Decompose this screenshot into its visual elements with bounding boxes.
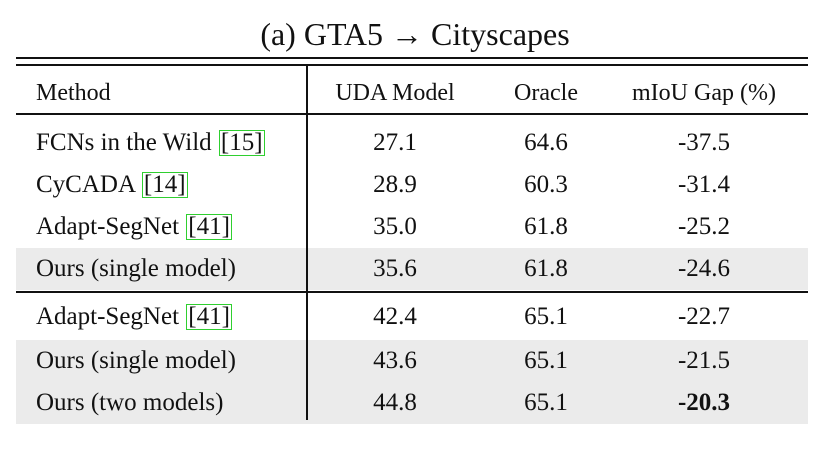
method-cell: Adapt-SegNet [41] bbox=[36, 213, 232, 240]
header-uda-model: UDA Model bbox=[335, 80, 455, 106]
uda-cell: 44.8 bbox=[373, 389, 417, 416]
method-cell: Ours (single model) bbox=[36, 347, 236, 374]
citation-link[interactable]: [15] bbox=[218, 129, 265, 156]
top-rule bbox=[16, 57, 808, 59]
table-caption: (a) GTA5 → Cityscapes bbox=[260, 16, 570, 52]
gap-cell: -37.5 bbox=[677, 129, 731, 156]
oracle-cell: 65.1 bbox=[524, 347, 568, 374]
header-oracle: Oracle bbox=[514, 80, 578, 106]
method-cell: FCNs in the Wild [15] bbox=[36, 129, 265, 156]
header-miou-gap: mIoU Gap (%) bbox=[632, 80, 776, 106]
gap-cell: -22.7 bbox=[677, 303, 731, 330]
uda-cell: 35.6 bbox=[373, 255, 417, 282]
header-method: Method bbox=[36, 80, 111, 106]
group-divider-rule bbox=[16, 291, 808, 293]
uda-cell: 42.4 bbox=[373, 303, 417, 330]
oracle-cell: 61.8 bbox=[524, 255, 568, 282]
table-row-highlighted: Ours (single model) 43.6 65.1 -21.5 bbox=[16, 340, 808, 382]
oracle-cell: 65.1 bbox=[524, 303, 568, 330]
gap-cell-best: -20.3 bbox=[677, 389, 731, 416]
oracle-cell: 65.1 bbox=[524, 389, 568, 416]
method-column-divider bbox=[306, 65, 308, 420]
uda-cell: 43.6 bbox=[373, 347, 417, 374]
gap-cell: -24.6 bbox=[677, 255, 731, 282]
table-row-highlighted: Ours (two models) 44.8 65.1 -20.3 bbox=[16, 382, 808, 424]
gap-cell: -21.5 bbox=[677, 347, 731, 374]
header-rule bbox=[16, 113, 808, 115]
gap-cell: -25.2 bbox=[677, 213, 731, 240]
citation-link[interactable]: [14] bbox=[141, 171, 188, 198]
oracle-cell: 61.8 bbox=[524, 213, 568, 240]
uda-cell: 35.0 bbox=[373, 213, 417, 240]
table-header-row: Method UDA Model Oracle mIoU Gap (%) bbox=[16, 72, 808, 114]
method-cell: Adapt-SegNet [41] bbox=[36, 303, 232, 330]
uda-cell: 28.9 bbox=[373, 171, 417, 198]
method-cell: CyCADA [14] bbox=[36, 171, 188, 198]
table-row: CyCADA [14] 28.9 60.3 -31.4 bbox=[16, 164, 808, 206]
citation-link[interactable]: [41] bbox=[186, 213, 232, 240]
uda-cell: 27.1 bbox=[373, 129, 417, 156]
oracle-cell: 60.3 bbox=[524, 171, 568, 198]
table-row: FCNs in the Wild [15] 27.1 64.6 -37.5 bbox=[16, 122, 808, 164]
citation-link[interactable]: [41] bbox=[186, 303, 232, 330]
top-rule-inner bbox=[16, 64, 808, 66]
gap-cell: -31.4 bbox=[677, 171, 731, 198]
table-row: Adapt-SegNet [41] 35.0 61.8 -25.2 bbox=[16, 206, 808, 248]
table-row-highlighted: Ours (single model) 35.6 61.8 -24.6 bbox=[16, 248, 808, 290]
table-row: Adapt-SegNet [41] 42.4 65.1 -22.7 bbox=[16, 296, 808, 338]
method-cell: Ours (two models) bbox=[36, 389, 224, 416]
oracle-cell: 64.6 bbox=[524, 129, 568, 156]
method-cell: Ours (single model) bbox=[36, 255, 236, 282]
